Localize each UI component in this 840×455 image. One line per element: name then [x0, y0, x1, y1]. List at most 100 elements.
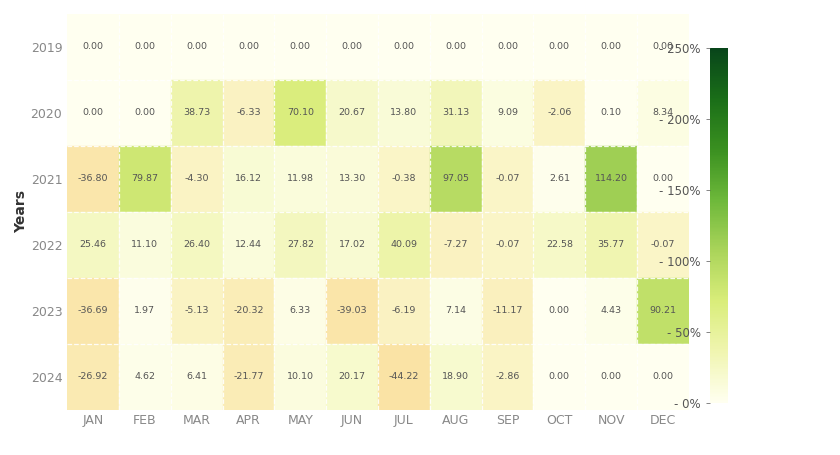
Text: 0.00: 0.00 [601, 372, 622, 381]
Text: 97.05: 97.05 [442, 174, 470, 183]
Text: 40.09: 40.09 [391, 240, 417, 249]
Bar [67, 146, 119, 212]
Bar [430, 212, 481, 278]
Text: 0.00: 0.00 [549, 42, 570, 51]
Text: -4.30: -4.30 [185, 174, 209, 183]
Text: 26.40: 26.40 [183, 240, 210, 249]
Bar [637, 212, 689, 278]
Text: 0.00: 0.00 [445, 42, 466, 51]
Bar [171, 278, 223, 344]
Bar [637, 80, 689, 146]
Text: 17.02: 17.02 [339, 240, 365, 249]
Bar [326, 212, 378, 278]
Text: 0.00: 0.00 [653, 42, 674, 51]
Bar [67, 344, 119, 410]
Bar [326, 80, 378, 146]
Text: -36.80: -36.80 [78, 174, 108, 183]
Bar [223, 212, 275, 278]
Text: -0.07: -0.07 [496, 174, 520, 183]
Bar [481, 14, 533, 80]
Text: 31.13: 31.13 [442, 108, 470, 117]
Bar [326, 344, 378, 410]
Text: -0.07: -0.07 [651, 240, 675, 249]
Text: 8.34: 8.34 [653, 108, 674, 117]
Text: 20.67: 20.67 [339, 108, 365, 117]
Bar [67, 278, 119, 344]
Bar [378, 14, 430, 80]
Bar [171, 212, 223, 278]
Text: 0.00: 0.00 [653, 372, 674, 381]
Bar [533, 80, 585, 146]
Bar [119, 14, 171, 80]
Bar [585, 80, 637, 146]
Text: -6.33: -6.33 [236, 108, 260, 117]
Text: 12.44: 12.44 [235, 240, 262, 249]
Text: 7.14: 7.14 [445, 306, 466, 315]
Text: -21.77: -21.77 [234, 372, 264, 381]
Text: 90.21: 90.21 [649, 306, 676, 315]
Bar [533, 146, 585, 212]
Text: 0.00: 0.00 [393, 42, 414, 51]
Text: 2.61: 2.61 [549, 174, 570, 183]
Bar [171, 14, 223, 80]
Bar [326, 278, 378, 344]
Text: -2.86: -2.86 [496, 372, 520, 381]
Bar [430, 344, 481, 410]
Text: -2.06: -2.06 [547, 108, 571, 117]
Text: 0.00: 0.00 [134, 42, 155, 51]
Y-axis label: Years: Years [13, 190, 28, 233]
Text: 0.00: 0.00 [82, 108, 103, 117]
Bar [585, 146, 637, 212]
Text: 25.46: 25.46 [80, 240, 107, 249]
Text: -5.13: -5.13 [185, 306, 209, 315]
Text: -11.17: -11.17 [492, 306, 522, 315]
Bar [275, 146, 326, 212]
Bar [326, 14, 378, 80]
Text: 9.09: 9.09 [497, 108, 518, 117]
Bar [119, 80, 171, 146]
Text: 0.00: 0.00 [549, 372, 570, 381]
Bar [481, 146, 533, 212]
Text: 0.10: 0.10 [601, 108, 622, 117]
Bar [223, 80, 275, 146]
Text: 38.73: 38.73 [183, 108, 210, 117]
Text: -39.03: -39.03 [337, 306, 367, 315]
Text: 0.00: 0.00 [497, 42, 518, 51]
Text: 13.30: 13.30 [339, 174, 365, 183]
Text: -0.38: -0.38 [391, 174, 416, 183]
Bar [171, 146, 223, 212]
Bar [585, 14, 637, 80]
Bar [223, 14, 275, 80]
Bar [119, 146, 171, 212]
Text: 20.17: 20.17 [339, 372, 365, 381]
Bar [430, 146, 481, 212]
Text: 4.43: 4.43 [601, 306, 622, 315]
Text: -0.07: -0.07 [496, 240, 520, 249]
Bar [223, 278, 275, 344]
Bar [67, 14, 119, 80]
Bar [119, 344, 171, 410]
Text: 0.00: 0.00 [290, 42, 311, 51]
Bar [481, 212, 533, 278]
Bar [223, 146, 275, 212]
Text: -26.92: -26.92 [78, 372, 108, 381]
Text: 35.77: 35.77 [597, 240, 625, 249]
Bar [275, 80, 326, 146]
Bar [481, 344, 533, 410]
Text: 114.20: 114.20 [595, 174, 627, 183]
Bar [585, 278, 637, 344]
Text: 4.62: 4.62 [134, 372, 155, 381]
Bar [378, 80, 430, 146]
Text: -20.32: -20.32 [234, 306, 264, 315]
Text: -7.27: -7.27 [444, 240, 468, 249]
Bar [481, 278, 533, 344]
Bar [275, 14, 326, 80]
Bar [430, 80, 481, 146]
Bar [533, 278, 585, 344]
Text: 0.00: 0.00 [549, 306, 570, 315]
Bar [67, 212, 119, 278]
Text: 0.00: 0.00 [342, 42, 363, 51]
Text: -44.22: -44.22 [389, 372, 419, 381]
Text: 0.00: 0.00 [186, 42, 207, 51]
Bar [533, 344, 585, 410]
